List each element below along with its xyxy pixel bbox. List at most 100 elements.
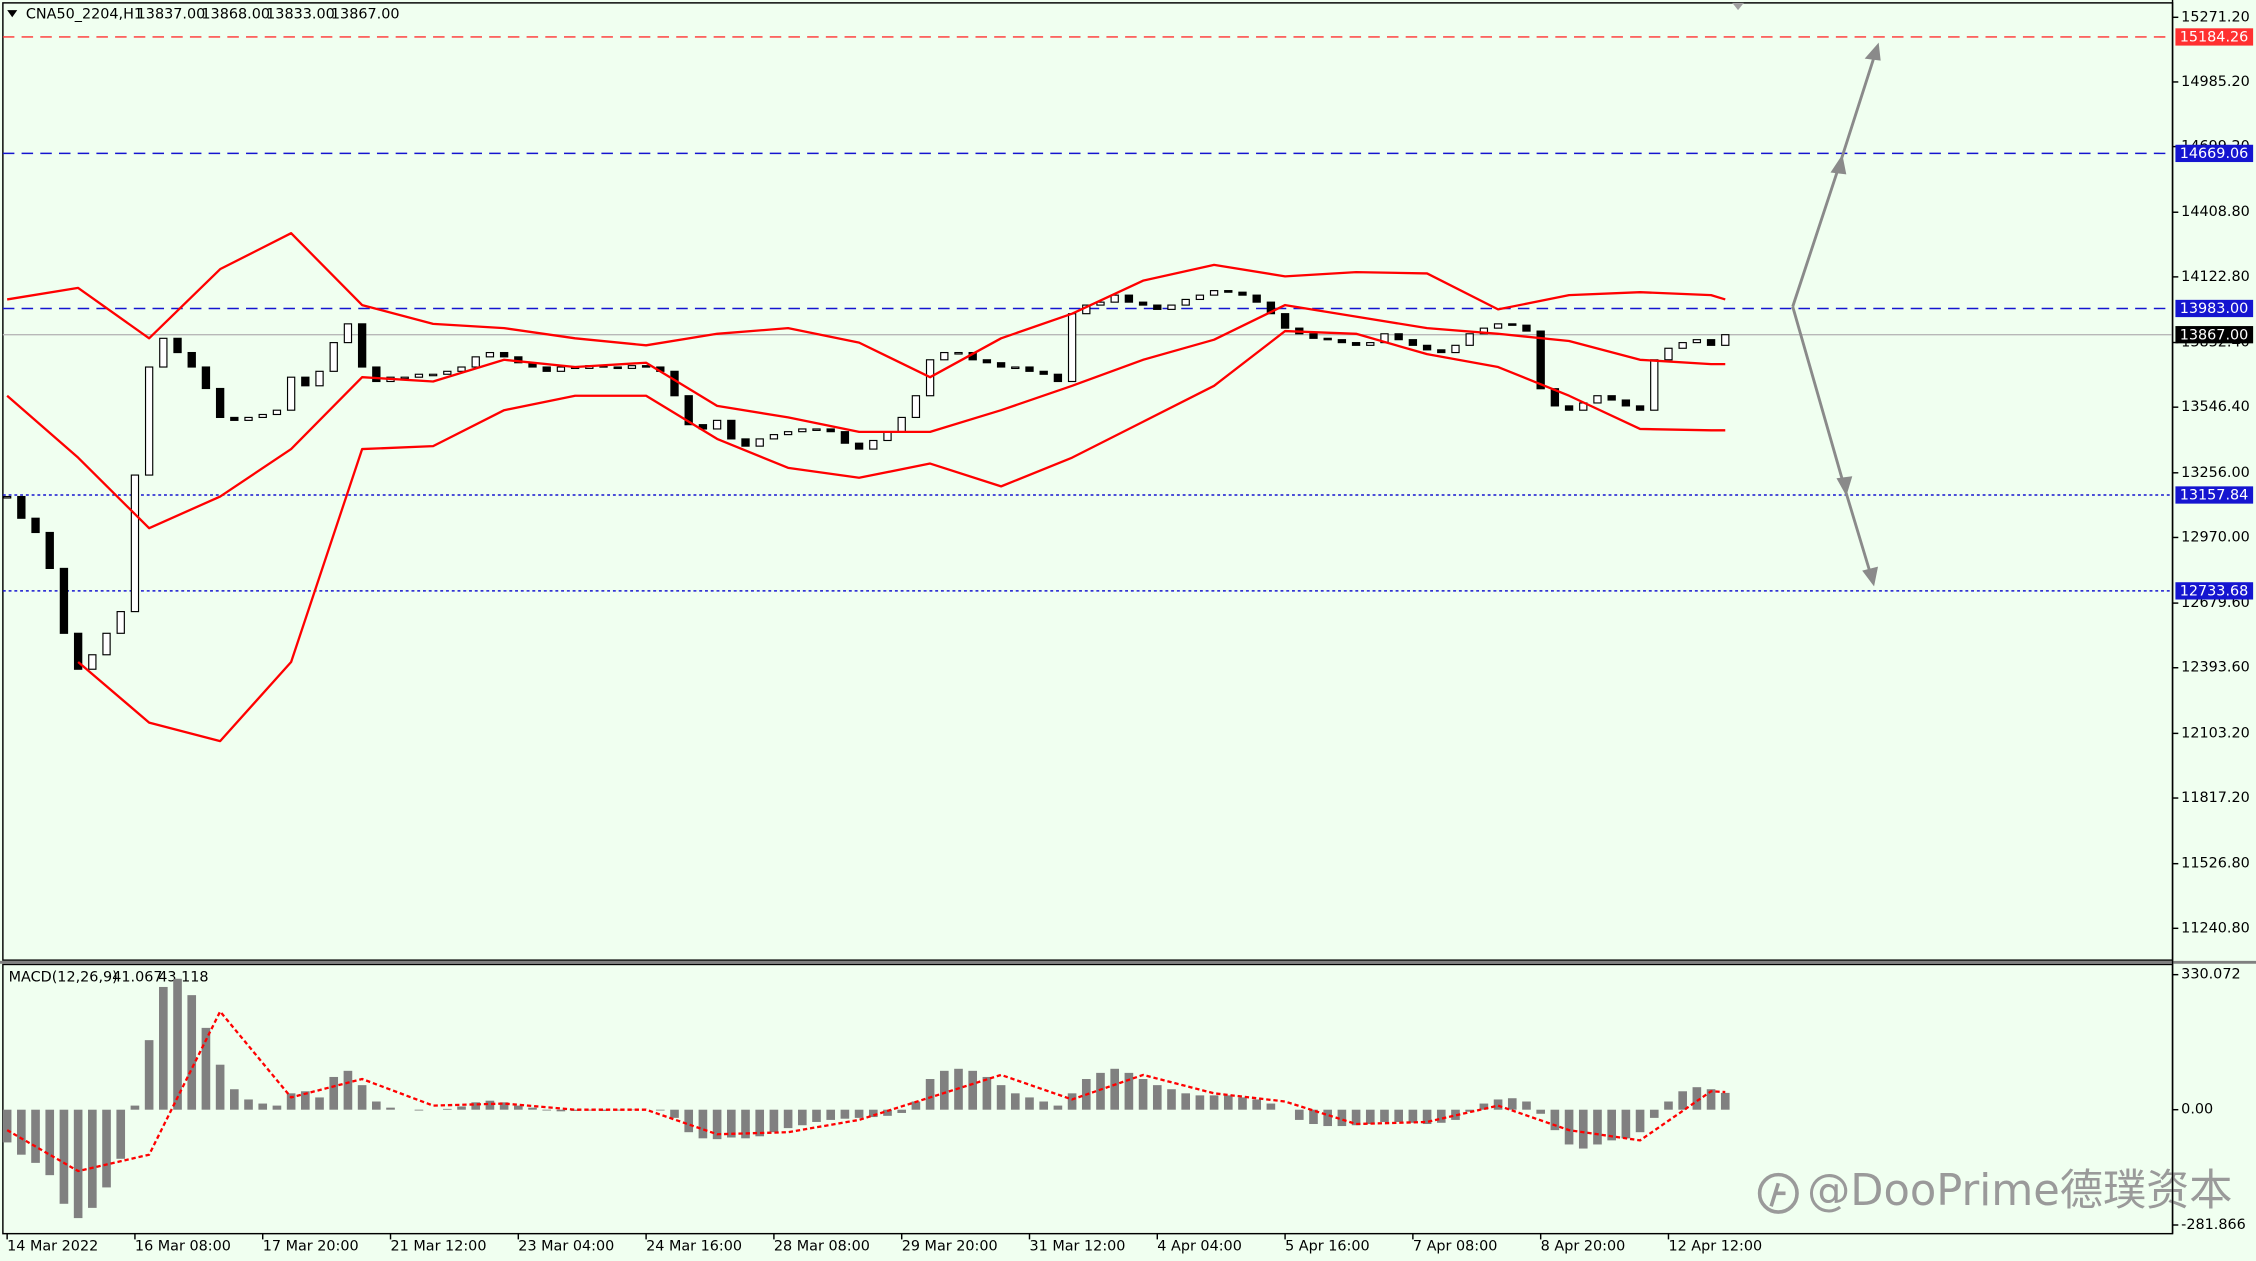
candle (428, 373, 438, 377)
arrow-head (1862, 566, 1879, 587)
candle (869, 439, 878, 450)
candle (130, 474, 140, 613)
candle (940, 351, 949, 361)
price-level-label: 13867.00 (2180, 327, 2249, 343)
candle (201, 366, 211, 390)
macd-bar (968, 1070, 978, 1110)
candle (670, 370, 679, 397)
price-level-box (2175, 486, 2254, 504)
macd-bar (1309, 1109, 1318, 1125)
macd-bar (1465, 1109, 1474, 1112)
macd-bar (854, 1109, 864, 1118)
macd-bar (1380, 1109, 1389, 1122)
candle (1465, 333, 1474, 346)
macd-bar (939, 1070, 949, 1110)
macd-bar (698, 1109, 708, 1139)
macd-bar (712, 1109, 722, 1140)
macd-bar (1692, 1087, 1702, 1110)
macd-bar (840, 1109, 850, 1119)
macd-bar (1593, 1109, 1602, 1145)
macd-bar (1096, 1072, 1105, 1110)
macd-bar (570, 1109, 580, 1111)
macd-bar (485, 1100, 495, 1110)
macd-bar (1238, 1097, 1247, 1110)
arrow-head (1836, 476, 1853, 496)
candle (712, 419, 722, 430)
menu-triangle[interactable] (7, 10, 18, 18)
candle (1664, 347, 1673, 361)
macd-bar (613, 1109, 623, 1111)
projection-arrows (1791, 42, 1881, 587)
x-tick-label: 17 Mar 20:00 (263, 1239, 359, 1255)
macd-bar (471, 1102, 481, 1110)
candle (414, 373, 424, 378)
candle (826, 428, 835, 433)
macd-bar (1266, 1103, 1276, 1110)
macd-bar (1337, 1109, 1347, 1127)
candle (173, 337, 182, 354)
macd-bar (1223, 1095, 1233, 1110)
macd-bar (1664, 1101, 1673, 1110)
macd-bar (2, 1109, 12, 1143)
candle (812, 428, 821, 431)
candle (627, 365, 637, 369)
candle (286, 376, 296, 411)
macd-bar (1110, 1068, 1120, 1110)
macd-bar (1649, 1109, 1659, 1118)
x-tick-label: 24 Mar 16:00 (646, 1239, 742, 1255)
macd-bar (996, 1085, 1006, 1110)
macd-bar (584, 1109, 594, 1111)
candle (1209, 290, 1219, 296)
macd-y-tick-label: -281.866 (2181, 1217, 2246, 1233)
candle (1607, 395, 1616, 401)
candle (31, 517, 40, 534)
macd-bar (73, 1109, 83, 1219)
macd-bar (542, 1109, 552, 1111)
macd-bar (329, 1076, 339, 1110)
macd-bar (1209, 1095, 1219, 1110)
candle (1124, 294, 1134, 303)
macd-y-tick-label: 0.00 (2181, 1102, 2213, 1118)
bollinger-band (77, 329, 1726, 743)
candle (1550, 388, 1560, 407)
macd-bar (812, 1109, 821, 1122)
macd-bar (741, 1109, 750, 1139)
x-tick-label: 29 Mar 20:00 (902, 1239, 998, 1255)
macd-bar (1039, 1101, 1049, 1110)
price-level-box (2175, 144, 2254, 163)
macd-bar (88, 1109, 97, 1208)
candle (1351, 342, 1361, 346)
candle (1635, 405, 1645, 411)
macd-y-tick-label: 330.072 (2181, 967, 2240, 983)
x-tick-label: 7 Apr 08:00 (1413, 1239, 1498, 1255)
candle (2, 495, 12, 499)
macd-bar (897, 1109, 907, 1113)
macd-bar (372, 1101, 381, 1110)
candle (343, 323, 353, 344)
candle (996, 362, 1006, 368)
candle (1309, 333, 1318, 339)
macd-bar (443, 1108, 452, 1110)
macd-bar (1152, 1085, 1162, 1110)
macd-bar (457, 1106, 466, 1110)
candle (1536, 330, 1545, 390)
macd-bar (343, 1070, 353, 1110)
candle (1011, 366, 1020, 370)
price-level-label: 13983.00 (2180, 301, 2249, 317)
candle (1195, 294, 1205, 301)
candle (755, 438, 764, 447)
macd-bar (1010, 1093, 1020, 1110)
price-level-label: 14669.06 (2180, 146, 2249, 162)
ohlc-high: 13868.00 (201, 6, 270, 22)
candle (73, 632, 83, 670)
candle (88, 654, 97, 670)
y-tick-label: 11817.20 (2181, 790, 2250, 806)
shift-marker (1732, 2, 1744, 11)
macd-bar (45, 1109, 55, 1176)
y-tick-label: 15271.20 (2181, 9, 2250, 25)
macd-bar (1252, 1099, 1262, 1110)
x-tick-label: 16 Mar 08:00 (135, 1239, 231, 1255)
macd-bar (1323, 1109, 1333, 1127)
macd-bar (514, 1105, 523, 1110)
